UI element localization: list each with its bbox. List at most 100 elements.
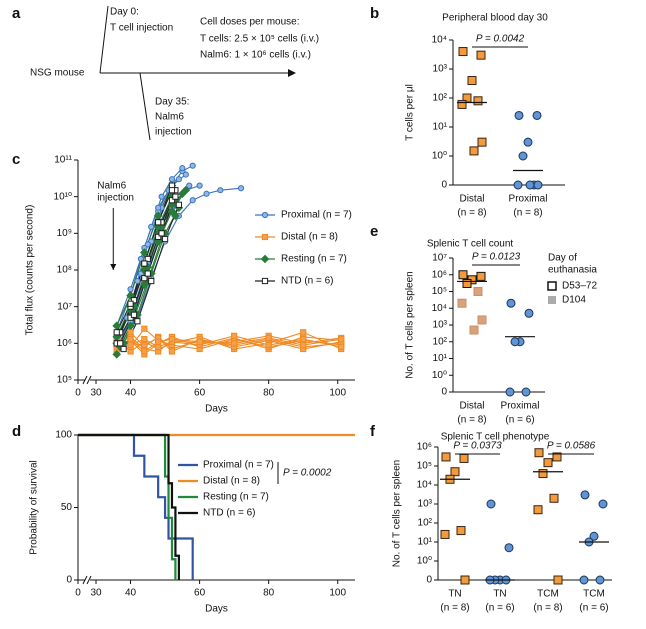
y-tick-label: 10⁵	[432, 286, 447, 297]
p-value: P = 0.0373	[453, 441, 502, 452]
y-tick-label: 10⁶	[57, 338, 72, 349]
legend-key	[548, 296, 556, 304]
data-point	[467, 76, 477, 86]
data-point	[231, 332, 238, 339]
x-axis-label: Days	[205, 604, 228, 615]
data-point	[175, 176, 182, 183]
y-tick-label: 10⁰	[432, 370, 447, 381]
survival-curve	[78, 433, 180, 580]
data-point	[589, 531, 599, 541]
legend-label: Proximal (n = 7)	[281, 210, 352, 221]
data-point	[127, 300, 134, 307]
chart-title: Peripheral blood day 30	[442, 13, 548, 24]
category-label: Proximal	[509, 194, 548, 205]
y-tick-label: 10²	[418, 518, 433, 529]
data-point	[533, 505, 543, 515]
data-point	[112, 321, 122, 331]
x-tick-label: 0	[75, 388, 81, 399]
legend-label: Resting (n = 7)	[281, 254, 347, 265]
data-line	[116, 327, 342, 350]
y-tick-label: 10⁰	[417, 556, 432, 567]
n-label: (n = 8)	[440, 603, 469, 614]
data-point	[168, 336, 176, 343]
category-label: Distal	[459, 194, 484, 205]
data-point	[137, 255, 144, 263]
data-line	[116, 335, 342, 348]
data-point	[524, 308, 534, 318]
dose-text: Cell doses per mouse:	[200, 17, 300, 28]
y-tick-label: 10⁴	[432, 303, 447, 314]
legend-label: D53–72	[562, 281, 597, 292]
y-axis-label: Total flux (counts per second)	[25, 205, 36, 336]
data-point	[543, 458, 553, 468]
event-label: Day 35:	[155, 97, 189, 108]
y-tick-label: 10⁴	[417, 480, 432, 491]
p-value: P = 0.0002	[283, 468, 332, 479]
category-label: TN	[493, 589, 506, 600]
axis-break	[82, 375, 88, 385]
data-point	[456, 526, 466, 536]
data-point	[457, 298, 467, 308]
panel-letter: f	[370, 423, 376, 440]
data-point	[130, 311, 138, 318]
data-point	[141, 260, 148, 267]
data-point	[130, 297, 138, 304]
data-point	[158, 193, 165, 200]
data-point	[113, 329, 120, 336]
y-axis-label: No. of T cells per spleen	[405, 271, 416, 378]
data-point	[450, 467, 460, 477]
y-tick-label: 10⁷	[57, 301, 72, 312]
y-axis-label: Probability of survival	[29, 460, 40, 554]
data-point	[167, 206, 177, 216]
y-tick-label: 10⁵	[417, 461, 432, 472]
p-value: P = 0.0586	[547, 441, 596, 452]
data-point	[518, 151, 528, 161]
data-point	[477, 137, 487, 147]
data-point	[168, 187, 176, 194]
data-point	[532, 110, 542, 120]
data-point	[580, 490, 590, 500]
data-point	[505, 387, 515, 397]
data-point	[231, 340, 238, 347]
x-tick-label: 30	[90, 588, 102, 599]
data-point	[473, 287, 483, 296]
data-point	[155, 204, 162, 211]
data-point	[196, 182, 203, 189]
data-point	[168, 197, 176, 204]
y-tick-label: 10¹	[418, 537, 433, 548]
data-point	[514, 110, 524, 120]
y-tick-label: 10⁶	[417, 442, 432, 453]
data-point	[158, 230, 165, 237]
chart-title: Splenic T cell count	[427, 239, 514, 250]
data-point	[168, 348, 176, 355]
data-point	[462, 279, 472, 289]
data-point	[141, 348, 148, 355]
data-point	[140, 265, 149, 275]
x-tick-label: 60	[194, 588, 206, 599]
data-point	[476, 50, 486, 60]
legend-title: Day of	[548, 253, 577, 264]
data-point	[134, 318, 141, 325]
timeline-tick	[99, 5, 109, 74]
data-point	[144, 241, 151, 248]
p-value: P = 0.0042	[476, 34, 525, 45]
data-point	[476, 271, 486, 281]
panel-letter: d	[12, 423, 21, 440]
axis-break	[86, 375, 92, 385]
data-point	[148, 277, 155, 285]
data-point	[155, 233, 162, 240]
x-tick-label: 40	[125, 588, 137, 599]
data-point	[112, 350, 122, 359]
data-point	[261, 211, 269, 219]
legend-label: Resting (n = 7)	[203, 492, 269, 503]
annotation-arrow	[110, 264, 117, 270]
data-point	[477, 315, 487, 325]
data-point	[144, 255, 151, 263]
n-label: (n = 6)	[485, 603, 514, 614]
data-point	[203, 190, 210, 197]
data-line	[116, 337, 342, 353]
panel-letter: a	[12, 5, 21, 22]
axis-break	[82, 575, 88, 585]
data-point	[513, 180, 523, 190]
